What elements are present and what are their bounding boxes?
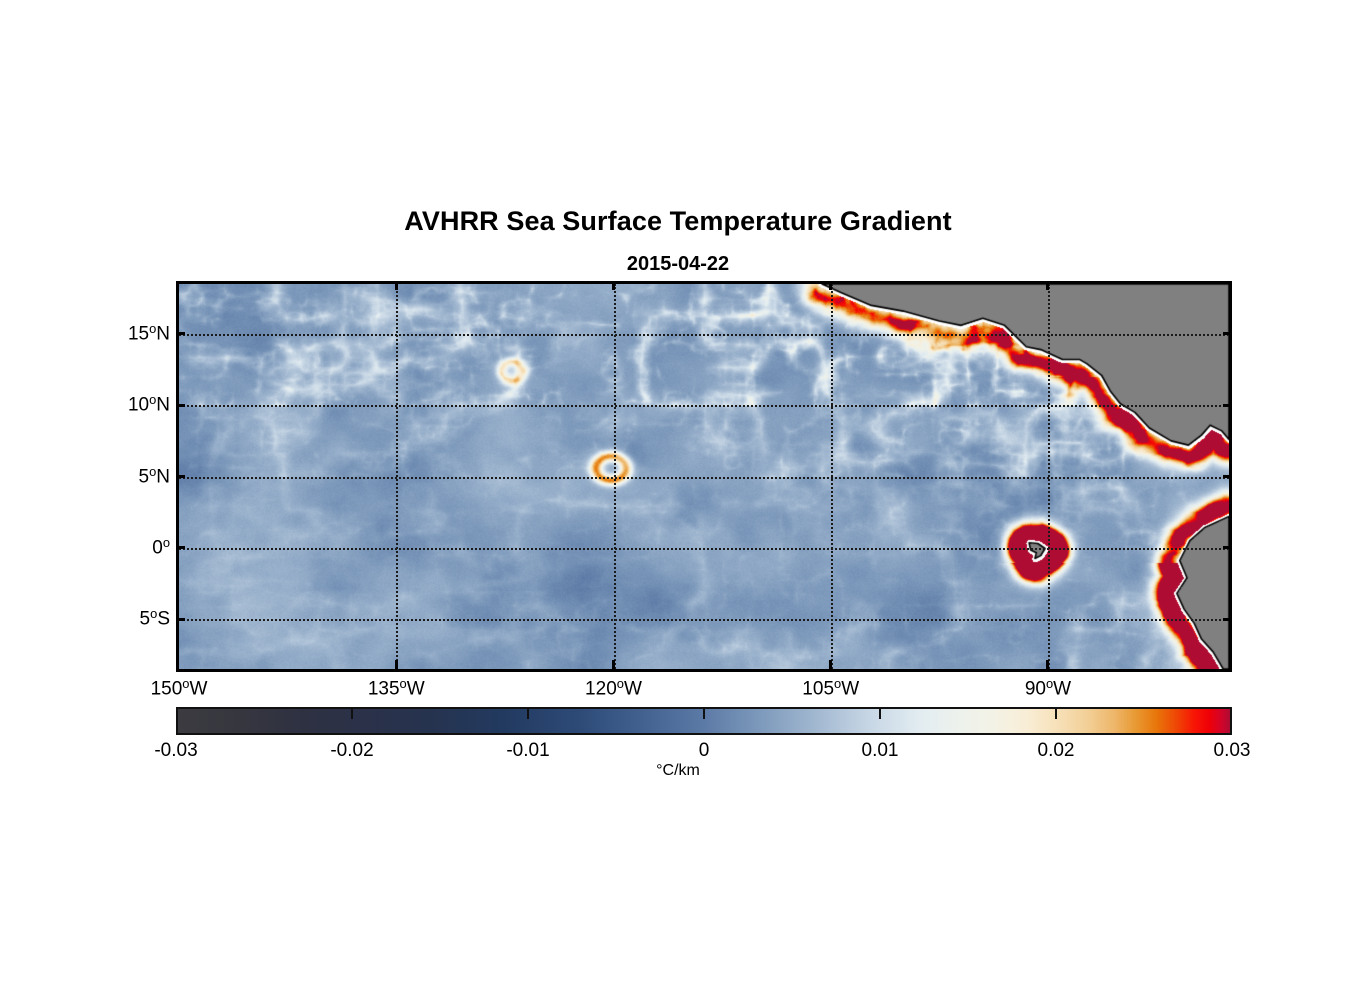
ytick-right-3: [1223, 546, 1232, 550]
xtick-label-0: 150oW: [150, 676, 208, 700]
xtick-bottom-2: [611, 660, 615, 669]
ytick-left-4: [176, 617, 185, 621]
xtick-label-1: 135oW: [367, 676, 425, 700]
colorbar-tick-3: [703, 707, 705, 719]
figure-title: AVHRR Sea Surface Temperature Gradient: [404, 206, 952, 236]
ytick-label-3: 0o: [152, 534, 170, 559]
ytick-label-0: 15oN: [127, 320, 170, 345]
xtick-top-4: [1046, 281, 1050, 290]
ytick-label-2: 5oN: [138, 463, 171, 488]
ytick-right-0: [1223, 332, 1232, 336]
xtick-top-2: [611, 281, 615, 290]
ytick-left-3: [176, 546, 185, 550]
sst-gradient-heatmap: [179, 284, 1229, 669]
colorbar-label-3: 0: [698, 740, 710, 761]
figure-subtitle-date: 2015-04-22: [626, 253, 730, 275]
ytick-left-1: [176, 403, 185, 407]
ytick-label-4: 5oS: [139, 606, 170, 630]
colorbar-label-6: 0.03: [1213, 740, 1251, 761]
colorbar-tick-4: [879, 707, 881, 719]
ytick-label-1: 10oN: [127, 392, 170, 416]
xtick-bottom-1: [394, 660, 398, 669]
colorbar-label-2: -0.01: [506, 740, 550, 761]
xtick-top-1: [394, 281, 398, 290]
ytick-right-4: [1223, 617, 1232, 621]
ytick-left-2: [176, 475, 185, 478]
map-plot-area: [176, 281, 1232, 672]
ytick-right-2: [1223, 475, 1232, 478]
ytick-left-0: [176, 332, 185, 336]
colorbar-label-4: 0.01: [861, 740, 899, 761]
xtick-label-4: 90oW: [1024, 676, 1072, 700]
xtick-bottom-4: [1046, 660, 1050, 669]
colorbar-label-5: 0.02: [1037, 740, 1075, 761]
colorbar-tick-5: [1055, 707, 1057, 719]
xtick-top-3: [829, 281, 833, 290]
colorbar-tick-2: [527, 707, 529, 719]
ytick-right-1: [1223, 403, 1232, 407]
colorbar-unit-label: °C/km: [656, 762, 700, 779]
xtick-label-2: 120oW: [585, 676, 642, 700]
xtick-bottom-3: [829, 660, 833, 669]
colorbar-tick-1: [351, 707, 353, 719]
colorbar-label-1: -0.02: [330, 740, 374, 761]
colorbar-label-0: -0.03: [154, 740, 198, 761]
xtick-label-3: 105oW: [802, 676, 860, 700]
